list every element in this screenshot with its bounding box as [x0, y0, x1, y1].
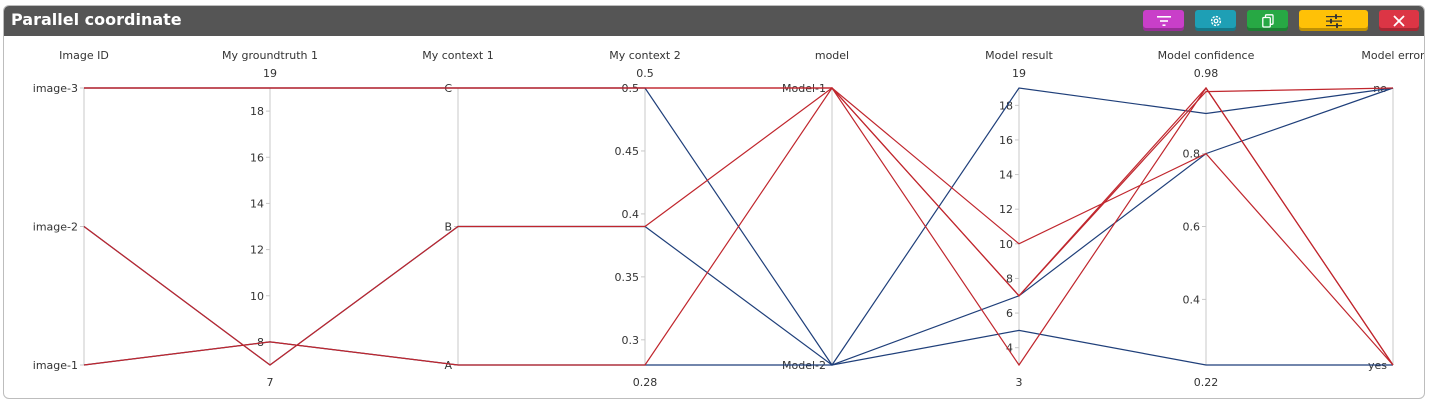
axis-max-label: 19 [263, 67, 277, 80]
tick-label: 10 [250, 290, 264, 303]
filter-icon [1156, 15, 1171, 26]
tick-label: image-3 [33, 82, 78, 95]
tick-label: 0.4 [1183, 293, 1201, 306]
tick-label: 8 [257, 336, 264, 349]
axis-gt1: My groundtruth 1 8 10 12 14 16 18 19 7 [222, 49, 318, 389]
axes-group: Image ID image-1 image-2 image-3 My groundtr… [33, 49, 1424, 389]
panel-title: Parallel coordinate [11, 10, 182, 29]
tick-label: 18 [999, 99, 1013, 112]
sliders-icon [1325, 13, 1342, 28]
data-lines-group [83, 86, 1394, 367]
close-button[interactable] [1379, 10, 1419, 31]
tick-label: 4 [1006, 342, 1013, 355]
axis-title: Model error [1361, 49, 1424, 62]
tick-label: 0.6 [1183, 221, 1201, 234]
tick-label: 12 [250, 244, 264, 257]
data-line [83, 87, 1394, 366]
axis-title: My context 1 [422, 49, 493, 62]
axis-max-label: 19 [1012, 67, 1026, 80]
axis-title: Model result [985, 49, 1053, 62]
tick-label: A [444, 359, 452, 372]
tick-label: image-2 [33, 221, 78, 234]
axis-min-label: 7 [267, 376, 274, 389]
parallel-coordinate-panel: Parallel coordinate [3, 5, 1425, 399]
tick-label: 8 [1006, 272, 1013, 285]
settings-button[interactable] [1195, 10, 1236, 31]
axis-max-label: 0.5 [636, 67, 654, 80]
tick-label: 12 [999, 203, 1013, 216]
data-line [83, 86, 1394, 367]
tick-label: 0.45 [615, 145, 640, 158]
close-icon [1393, 14, 1405, 27]
tick-label: 10 [999, 238, 1013, 251]
adjust-button[interactable] [1299, 10, 1368, 31]
tick-label: 0.4 [622, 208, 640, 221]
tick-label: 18 [250, 105, 264, 118]
gear-icon [1210, 15, 1221, 26]
tick-label: 6 [1006, 307, 1013, 320]
axis-min-label: 0.28 [633, 376, 658, 389]
axis-title: My context 2 [609, 49, 680, 62]
axis-title: My groundtruth 1 [222, 49, 318, 62]
tick-label: 14 [250, 197, 264, 210]
tick-label: B [444, 221, 452, 234]
axis-result: Model result 4 6 8 10 12 14 16 18 19 3 [985, 49, 1053, 389]
panel-header: Parallel coordinate [4, 6, 1424, 36]
axis-conf: Model confidence 0.4 0.6 0.8 0.98 0.22 [1158, 49, 1255, 389]
tick-label: 0.35 [615, 271, 640, 284]
data-line [84, 87, 1394, 297]
axis-title: model [815, 49, 849, 62]
tick-label: image-1 [33, 359, 78, 372]
tick-label: 0.8 [1183, 148, 1201, 161]
copy-button[interactable] [1247, 10, 1288, 31]
axis-min-label: 0.22 [1194, 376, 1219, 389]
axis-ctx2: My context 20.30.350.40.450.50.50.28 [609, 49, 680, 389]
axis-max-label: 0.98 [1194, 67, 1219, 80]
copy-icon [1261, 13, 1274, 28]
axis-min-label: 3 [1016, 376, 1023, 389]
filter-button[interactable] [1143, 10, 1184, 31]
tick-label: 16 [250, 151, 264, 164]
parallel-coordinates-chart: Image ID image-1 image-2 image-3 My groundtr… [33, 49, 1424, 389]
axis-image_id: Image ID image-1 image-2 image-3 [33, 49, 109, 372]
tick-label: 16 [999, 134, 1013, 147]
tick-label: 14 [999, 169, 1013, 182]
tick-label: 0.3 [622, 334, 640, 347]
data-line [83, 329, 1393, 366]
axis-title: Image ID [59, 49, 109, 62]
axis-title: Model confidence [1158, 49, 1255, 62]
